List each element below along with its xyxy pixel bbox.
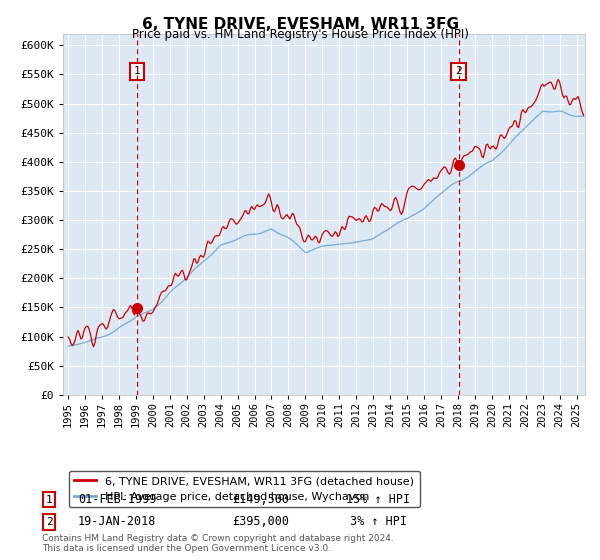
Text: 01-FEB-1999: 01-FEB-1999	[78, 493, 156, 506]
Text: Price paid vs. HM Land Registry's House Price Index (HPI): Price paid vs. HM Land Registry's House …	[131, 28, 469, 41]
Text: 15% ↑ HPI: 15% ↑ HPI	[346, 493, 410, 506]
Text: 6, TYNE DRIVE, EVESHAM, WR11 3FG: 6, TYNE DRIVE, EVESHAM, WR11 3FG	[142, 17, 458, 32]
Text: £149,500: £149,500	[233, 493, 290, 506]
Text: Contains HM Land Registry data © Crown copyright and database right 2024.
This d: Contains HM Land Registry data © Crown c…	[42, 534, 394, 553]
Text: 2: 2	[455, 67, 462, 77]
Text: £395,000: £395,000	[233, 515, 290, 529]
Text: 3% ↑ HPI: 3% ↑ HPI	[349, 515, 407, 529]
Text: 1: 1	[46, 494, 53, 505]
Legend: 6, TYNE DRIVE, EVESHAM, WR11 3FG (detached house), HPI: Average price, detached : 6, TYNE DRIVE, EVESHAM, WR11 3FG (detach…	[68, 471, 420, 507]
Text: 1: 1	[134, 67, 140, 77]
Text: 19-JAN-2018: 19-JAN-2018	[78, 515, 156, 529]
Text: 2: 2	[46, 517, 53, 527]
